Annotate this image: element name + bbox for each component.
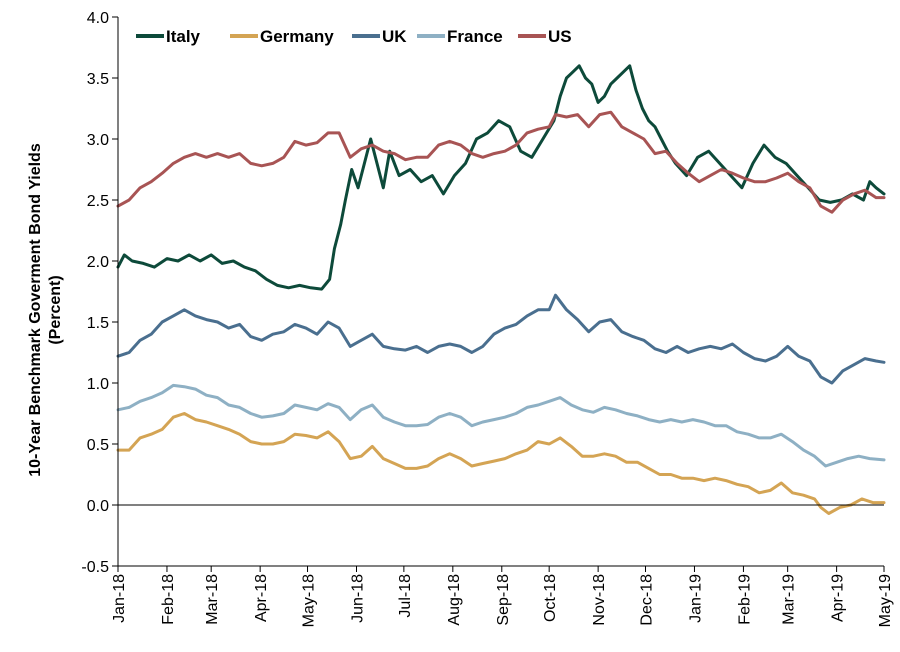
- x-tick-label: Aug-18: [446, 574, 463, 626]
- x-tick-label: Jun-18: [349, 574, 366, 623]
- x-tick-label: Oct-18: [542, 574, 559, 622]
- axis-lines: [117, 17, 884, 567]
- y-tick-label: 0.0: [87, 498, 109, 515]
- x-tick-label: Sep-18: [495, 574, 512, 626]
- y-axis-title: 10-Year Benchmark Goverment Bond Yields …: [27, 143, 64, 477]
- series-lines: [116, 64, 886, 515]
- y-tick-label: 3.0: [87, 132, 109, 149]
- series-line-uk: [116, 293, 886, 385]
- x-tick-label: Mar-18: [204, 574, 221, 625]
- x-tick-label: Feb-19: [736, 574, 753, 625]
- x-tick-label: Dec-18: [639, 574, 656, 626]
- legend: Italy Germany UK France US: [136, 27, 572, 46]
- x-tick-label: Jul-18: [397, 574, 414, 618]
- x-tick-label: Apr-18: [253, 574, 270, 622]
- y-axis-title-line-1: 10-Year Benchmark Goverment Bond Yields: [27, 143, 44, 477]
- y-tick-label: -0.5: [81, 559, 109, 576]
- x-tick-label: Jan-18: [111, 574, 128, 623]
- legend-label-france: France: [447, 27, 503, 46]
- x-axis: Jan-18 Feb-18 Mar-18 Apr-18 May-18 Jun-18 Jul-…: [111, 566, 894, 627]
- legend-label-germany: Germany: [260, 27, 334, 46]
- x-tick-label: Jan-19: [687, 574, 704, 623]
- x-tick-label: Apr-19: [830, 574, 847, 622]
- y-tick-label: 1.0: [87, 376, 109, 393]
- y-tick-label: 0.5: [87, 437, 109, 454]
- series-line-italy: [116, 64, 886, 291]
- x-tick-label: Mar-19: [781, 574, 798, 625]
- y-axis-title-line-2: (Percent): [47, 275, 64, 344]
- series-line-us: [116, 110, 886, 214]
- x-tick-label: May-19: [877, 574, 894, 627]
- series-line-germany: [116, 412, 886, 515]
- x-tick-label: May-18: [301, 574, 318, 627]
- series-line-france: [116, 383, 886, 468]
- legend-label-italy: Italy: [166, 27, 201, 46]
- legend-label-uk: UK: [382, 27, 407, 46]
- y-tick-label: 2.5: [87, 193, 109, 210]
- legend-label-us: US: [548, 27, 572, 46]
- x-tick-label: Nov-18: [591, 574, 608, 626]
- y-tick-label: 3.5: [87, 71, 109, 88]
- y-tick-label: 1.5: [87, 315, 109, 332]
- y-tick-label: 4.0: [87, 10, 109, 27]
- x-tick-label: Feb-18: [160, 574, 177, 625]
- y-tick-label: 2.0: [87, 254, 109, 271]
- y-axis: -0.5 0.0 0.5 1.0 1.5 2.0 2.5 3.0 3.5 4.0: [81, 10, 118, 576]
